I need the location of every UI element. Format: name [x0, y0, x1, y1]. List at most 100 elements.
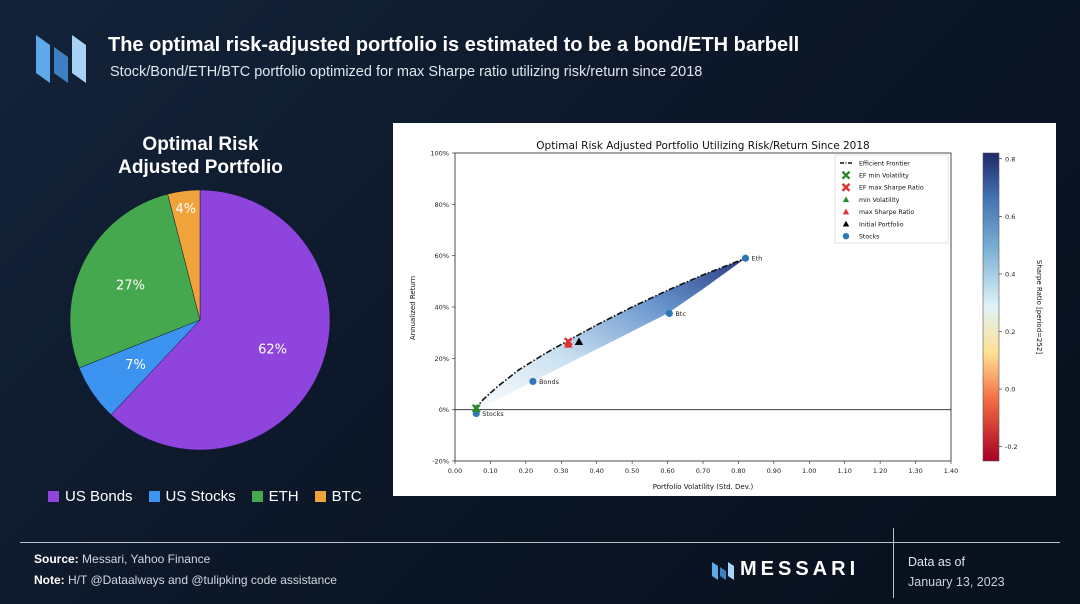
- min-volatility-marker: [472, 404, 481, 412]
- asset-label: Btc: [675, 310, 686, 318]
- asset-point-eth: [741, 254, 750, 262]
- pie-slice-label: 4%: [176, 202, 197, 217]
- legend-swatch: [148, 491, 160, 502]
- asset-point-bonds: [529, 377, 537, 386]
- legend-item-us-stocks: US Stocks: [148, 488, 236, 505]
- messari-wordmark: MESSARI: [740, 558, 860, 580]
- x-tick-label: 0.50: [625, 467, 639, 475]
- legend-triangle-symbol: [842, 208, 850, 215]
- x-tick-label: 0.20: [519, 467, 533, 475]
- legend-swatch: [251, 491, 263, 502]
- pie-title-line-2: Adjusted Portfolio: [118, 157, 283, 178]
- y-tick-label: 100%: [430, 150, 449, 158]
- data-as-of-date: January 13, 2023: [908, 575, 1005, 589]
- legend-label: EF min Volatility: [859, 173, 909, 180]
- data-as-of-label: Data as of: [908, 555, 965, 569]
- chart-title: Optimal Risk Adjusted Portfolio Utilizin…: [536, 140, 869, 152]
- messari-logo-icon: [36, 35, 86, 83]
- legend-box: [834, 154, 949, 244]
- pie-slice-eth: [69, 193, 201, 369]
- pie-slice-label: 7%: [125, 358, 146, 373]
- source-text: Messari, Yahoo Finance: [78, 552, 211, 566]
- note-text: H/T @Dataalways and @tulipking code assi…: [64, 573, 337, 587]
- source-label: Source:: [34, 552, 79, 566]
- x-tick-label: 0.10: [483, 467, 497, 475]
- note-label: Note:: [34, 573, 65, 587]
- asset-label: Bonds: [539, 378, 560, 386]
- x-axis-label: Portfolio Volatility (Std. Dev.): [653, 483, 754, 491]
- colorbar-tick-label: 0.4: [1005, 270, 1015, 278]
- colorbar-tick-label: 0.0: [1005, 386, 1015, 394]
- x-tick-label: 1.10: [837, 467, 851, 475]
- chart-legend: Efficient Frontier EF min Volatility EF ma…: [834, 154, 949, 244]
- x-tick-label: 1.30: [908, 467, 922, 475]
- pie-chart-title: Optimal Risk Adjusted Portfolio: [78, 133, 323, 179]
- footer-divider: [20, 542, 1060, 543]
- asset-label: Stocks: [482, 410, 504, 418]
- pie-slice-label: 62%: [258, 343, 287, 358]
- legend-label: Stocks: [859, 234, 879, 241]
- colorbar-tick-label: -0.2: [1005, 443, 1018, 451]
- colorbar-gradient: [982, 152, 1000, 462]
- y-tick-label: 60%: [435, 252, 449, 260]
- pie-slice-label: 27%: [116, 279, 145, 294]
- x-tick-label: 0.90: [767, 467, 781, 475]
- legend-swatch: [48, 491, 59, 502]
- x-tick-label: 0.70: [696, 467, 710, 475]
- efficient-frontier-chart: Optimal Risk Adjusted Portfolio Utilizin…: [409, 140, 1043, 491]
- colorbar-tick-label: 0.8: [1005, 155, 1015, 163]
- y-tick-label: -20%: [432, 458, 449, 466]
- efficient-frontier-chart-panel: Optimal Risk Adjusted Portfolio Utilizin…: [393, 123, 1056, 496]
- y-tick-label: 0%: [439, 406, 449, 414]
- legend-item-us-bonds: US Bonds: [48, 488, 133, 505]
- footnote: Note: H/T @Dataalways and @tulipking cod…: [34, 573, 337, 587]
- legend-x-symbol: [841, 170, 851, 180]
- colorbar-tick-label: 0.2: [1005, 328, 1015, 336]
- portfolio-simulation-cloud: [474, 258, 746, 413]
- y-tick-label: 80%: [435, 201, 449, 209]
- legend-label: Initial Portfolio: [859, 221, 904, 228]
- pie-slice-btc: [167, 190, 201, 321]
- legend-circle-symbol: [842, 233, 850, 240]
- footer-vertical-divider: [893, 528, 894, 598]
- legend-item-eth: ETH: [251, 488, 299, 505]
- messari-brand-icon: [712, 561, 734, 580]
- legend-label: ETH: [268, 488, 299, 505]
- legend-label: BTC: [331, 488, 362, 505]
- x-tick-label: 0.40: [589, 467, 603, 475]
- colorbar-label: Sharpe Ratio [period=252]: [1035, 260, 1043, 354]
- x-tick-label: 1.20: [873, 467, 887, 475]
- legend-label: min Volatility: [859, 197, 900, 204]
- legend-swatch: [314, 491, 326, 502]
- x-tick-label: 0.00: [448, 467, 462, 475]
- page-subtitle: Stock/Bond/ETH/BTC portfolio optimized f…: [110, 64, 703, 80]
- legend-item-btc: BTC: [314, 488, 362, 505]
- pie-title-line-1: Optimal Risk: [142, 134, 259, 155]
- x-tick-label: 1.40: [944, 467, 958, 475]
- pie-slice-us-bonds: [110, 190, 331, 451]
- legend-label: US Bonds: [65, 488, 133, 505]
- x-tick-label: 1.00: [802, 467, 816, 475]
- page-title: The optimal risk-adjusted portfolio is e…: [108, 34, 800, 56]
- x-tick-label: 0.30: [554, 467, 568, 475]
- sharpe-colorbar: 0.8 0.6 0.4 0.2 0.0 -0.2 Sharpe Ratio [period…: [982, 152, 1043, 462]
- x-tick-label: 0.80: [731, 467, 745, 475]
- initial-portfolio-marker: [574, 337, 584, 346]
- legend-label: Efficient Frontier: [859, 160, 910, 167]
- source-note: Source: Messari, Yahoo Finance: [34, 552, 210, 566]
- legend-label: EF max Sharpe Ratio: [859, 185, 924, 192]
- legend-label: max Sharpe Ratio: [859, 209, 914, 216]
- y-axis-label: Annualized Return: [409, 276, 417, 340]
- pie-legend: US Bonds US Stocks ETH BTC: [48, 488, 362, 505]
- colorbar-tick-label: 0.6: [1005, 213, 1015, 221]
- legend-label: US Stocks: [165, 488, 236, 505]
- pie-chart: 62% 7% 27% 4%: [69, 190, 331, 451]
- legend-triangle-symbol: [842, 220, 850, 227]
- x-tick-label: 0.60: [660, 467, 674, 475]
- y-tick-label: 20%: [435, 355, 449, 363]
- asset-label: Eth: [752, 255, 763, 263]
- y-tick-label: 40%: [435, 304, 449, 312]
- messari-brand: MESSARI: [712, 558, 859, 581]
- legend-triangle-symbol: [842, 196, 850, 203]
- max-sharpe-ratio-marker: [564, 340, 573, 348]
